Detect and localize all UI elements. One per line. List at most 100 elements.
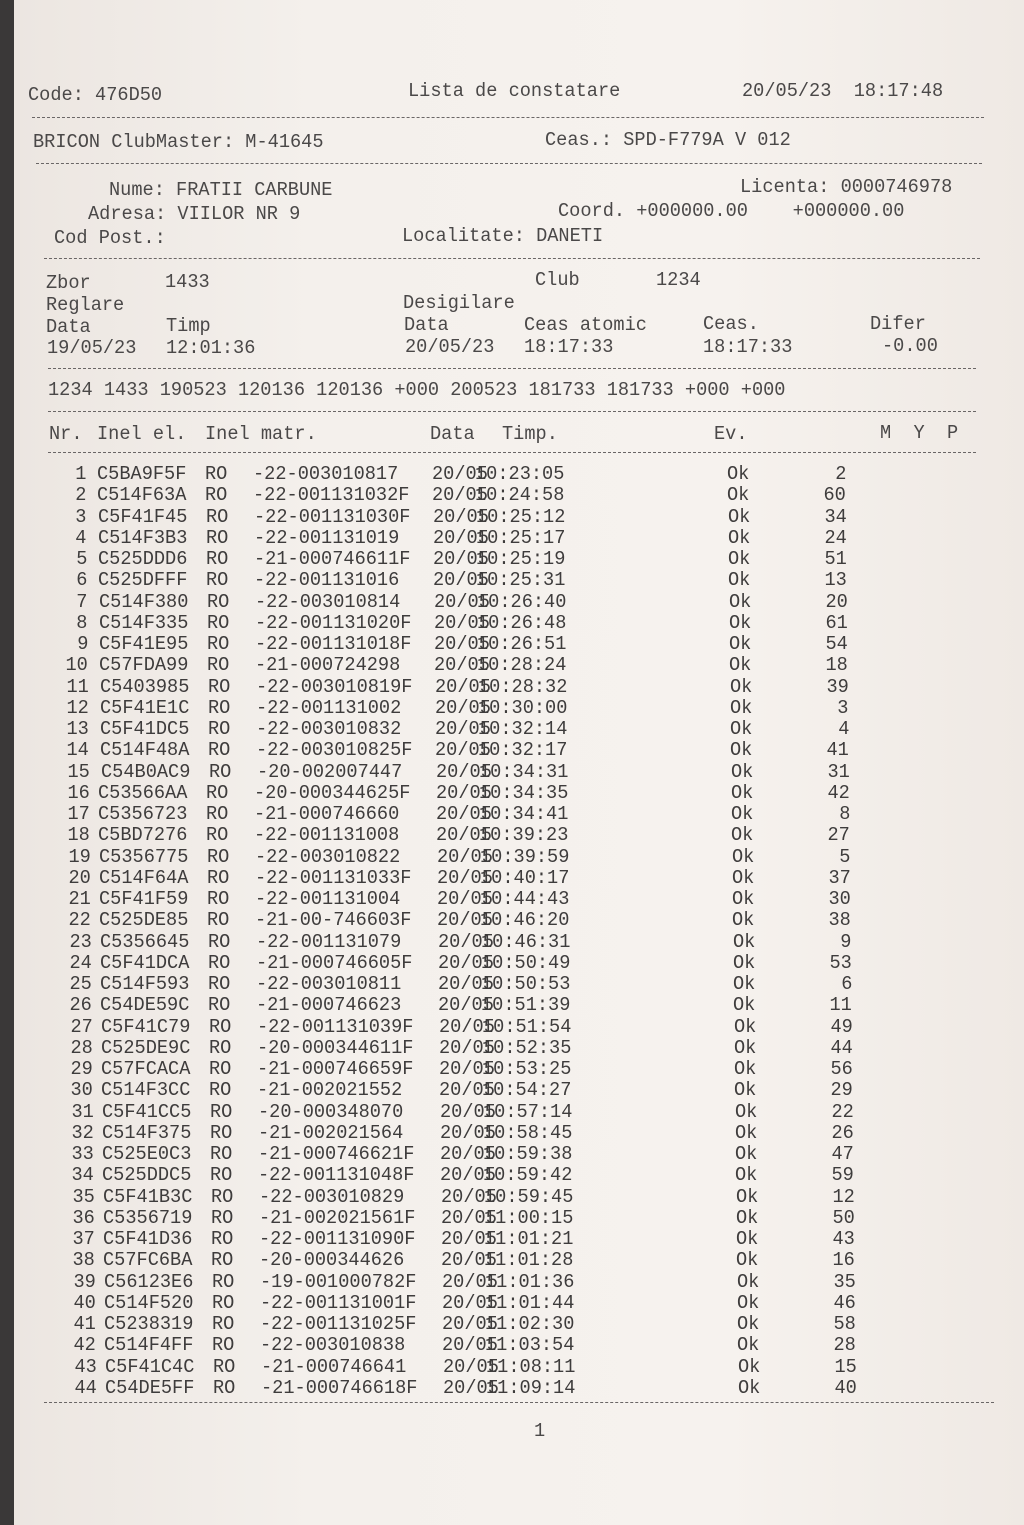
- row-nr: 17: [67, 803, 90, 825]
- ev-status: Ok: [737, 1313, 760, 1335]
- country: RO: [206, 803, 229, 825]
- country: RO: [208, 739, 231, 762]
- inel-matr: -21-000746660: [254, 803, 400, 825]
- m-value: 50: [832, 1206, 855, 1229]
- m-value: 41: [826, 739, 850, 762]
- m-value: 28: [833, 1334, 857, 1357]
- arrival-date: 20/05: [436, 824, 493, 847]
- m-value: 9: [840, 930, 852, 953]
- m-value: 44: [830, 1036, 853, 1059]
- arrival-date: 20/05: [432, 463, 488, 485]
- atomic-clock-time: 18:17:33: [524, 336, 614, 358]
- inel-el: C525E0C3: [102, 1143, 192, 1165]
- country: RO: [208, 1015, 231, 1038]
- inel-el: C5F41B3C: [102, 1185, 192, 1208]
- inel-matr: -21-000746621F: [258, 1143, 415, 1165]
- arrival-date: 20/05: [439, 1058, 495, 1080]
- ev-status: Ok: [729, 675, 752, 698]
- m-value: 49: [830, 1015, 853, 1038]
- arrival-time: 10:46:20: [480, 909, 570, 932]
- arrival-time: 11:03:54: [485, 1334, 575, 1357]
- m-value: 35: [833, 1270, 856, 1293]
- country: RO: [207, 930, 230, 953]
- country: RO: [212, 1334, 235, 1357]
- ev-status: Ok: [734, 1079, 757, 1102]
- ev-status: Ok: [735, 1143, 758, 1165]
- ev-status: Ok: [728, 569, 751, 592]
- country: RO: [212, 1355, 235, 1378]
- row-nr: 15: [67, 760, 90, 783]
- arrival-date: 20/05: [436, 845, 493, 868]
- inel-el: C514F63A: [97, 484, 187, 507]
- country: RO: [206, 548, 229, 570]
- inel-matr: -21-000746611F: [254, 548, 411, 570]
- inel-matr: -20-000348070: [257, 1100, 403, 1123]
- row-nr: 40: [73, 1291, 96, 1314]
- arrival-date: 20/05: [438, 1015, 495, 1038]
- country: RO: [212, 1313, 235, 1335]
- setting-time: 12:01:36: [166, 337, 256, 359]
- arrival-date: 20/05: [433, 569, 490, 592]
- m-value: 29: [830, 1079, 854, 1102]
- arrival-date: 20/05: [436, 803, 492, 825]
- m-value: 22: [831, 1100, 854, 1123]
- inel-el: C5356645: [99, 930, 189, 953]
- arrival-date: 20/05: [440, 1143, 496, 1165]
- inel-el: C5F41DCA: [99, 951, 190, 974]
- country: RO: [208, 973, 231, 995]
- country: RO: [211, 1291, 235, 1314]
- date-label-2: Data: [404, 314, 449, 336]
- arrival-date: 20/05: [433, 611, 490, 634]
- inel-el: C5F41E1C: [99, 696, 190, 719]
- country: RO: [207, 633, 230, 655]
- report-code: Code: 476D50: [28, 84, 163, 106]
- row-nr: 12: [66, 696, 89, 719]
- ev-status: Ok: [731, 803, 754, 825]
- ev-status: Ok: [737, 1334, 760, 1357]
- arrival-time: 10:58:45: [482, 1121, 573, 1144]
- inel-el: C5BD7276: [98, 824, 188, 847]
- inel-matr: -22-001131018F: [255, 633, 412, 655]
- inel-matr: -22-003010811: [256, 973, 402, 995]
- country: RO: [209, 1100, 232, 1123]
- m-value: 59: [831, 1164, 855, 1187]
- arrival-date: 20/05: [434, 696, 491, 719]
- ev-status: Ok: [734, 1100, 757, 1123]
- country: RO: [205, 781, 229, 804]
- ev-status: Ok: [727, 505, 750, 528]
- arrival-time: 10:39:23: [479, 824, 569, 847]
- inel-matr: -22-001131025F: [260, 1313, 417, 1335]
- country: RO: [206, 569, 229, 592]
- inel-el: C525DE9C: [100, 1036, 191, 1059]
- report-title: Lista de constatare: [408, 80, 621, 102]
- country: RO: [206, 824, 229, 847]
- clubmaster-id: BRICON ClubMaster: M-41645: [33, 131, 324, 153]
- country: RO: [210, 1185, 233, 1208]
- ev-status: Ok: [736, 1270, 759, 1293]
- clock-time: 18:17:33: [703, 336, 793, 358]
- inel-matr: -21-002021561F: [258, 1206, 416, 1229]
- inel-el: C5238319: [104, 1313, 194, 1335]
- inel-el: C54DE59C: [100, 994, 190, 1017]
- row-nr: 44: [74, 1376, 97, 1399]
- inel-el: C5F41F59: [99, 888, 189, 910]
- row-nr: 7: [76, 590, 88, 613]
- arrival-time: 10:54:27: [482, 1079, 572, 1102]
- divider: [48, 452, 976, 453]
- inel-matr: -20-000344611F: [256, 1036, 414, 1059]
- ev-status: Ok: [729, 654, 752, 677]
- m-value: 53: [829, 951, 852, 974]
- row-nr: 27: [70, 1015, 93, 1038]
- row-nr: 28: [70, 1036, 93, 1059]
- inel-el: C5F41D36: [103, 1228, 193, 1250]
- arrival-date: 20/05: [440, 1206, 497, 1229]
- arrival-date: 20/05: [435, 781, 492, 804]
- col-inel-matr: Inel matr.: [205, 423, 317, 445]
- row-nr: 23: [69, 930, 92, 953]
- ev-status: Ok: [737, 1376, 761, 1399]
- arrival-date: 20/05: [439, 1100, 496, 1123]
- row-nr: 19: [68, 845, 91, 868]
- row-nr: 21: [68, 888, 91, 910]
- country: RO: [206, 845, 229, 868]
- arrival-date: 20/05: [441, 1270, 498, 1293]
